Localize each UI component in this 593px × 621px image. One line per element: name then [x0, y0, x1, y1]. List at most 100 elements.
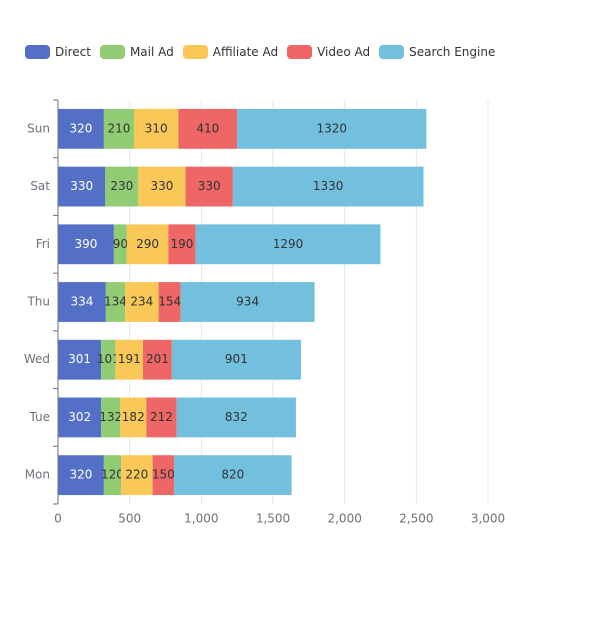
bar-direct-sat[interactable]	[58, 166, 106, 207]
bar-search-engine-mon[interactable]	[174, 455, 292, 496]
legend-swatch	[182, 45, 208, 59]
legend-item-affiliate-ad[interactable]: Affiliate Ad	[182, 45, 279, 59]
bar-value-label: 230	[110, 179, 133, 193]
bar-affiliate-ad-sun[interactable]	[133, 108, 179, 149]
bar-direct-sun[interactable]	[58, 108, 104, 149]
bar-value-label: 1290	[273, 237, 304, 251]
y-tick-label: Sat	[30, 179, 50, 193]
x-tick-label: 3,000	[471, 512, 505, 526]
bar-value-label: 302	[68, 410, 91, 424]
bar-value-label: 320	[69, 121, 92, 135]
bar-value-label: 330	[70, 179, 93, 193]
bar-direct-thu[interactable]	[58, 282, 106, 322]
legend-swatch	[99, 45, 125, 59]
bar-video-ad-mon[interactable]	[152, 455, 175, 496]
y-tick-label: Thu	[26, 295, 50, 309]
bar-value-label: 1320	[316, 121, 347, 135]
bar-search-engine-tue[interactable]	[176, 397, 296, 438]
bar-mail-ad-mon[interactable]	[103, 455, 122, 496]
y-tick-label: Sun	[27, 121, 50, 135]
bar-mail-ad-sun[interactable]	[103, 108, 134, 149]
x-tick-label: 500	[118, 512, 141, 526]
legend-swatch	[25, 45, 50, 59]
bar-direct-wed[interactable]	[58, 339, 102, 380]
bar-search-engine-wed[interactable]	[171, 339, 301, 380]
y-tick-label: Wed	[24, 352, 50, 366]
bar-value-label: 320	[69, 468, 92, 482]
bar-value-label: 132	[99, 410, 122, 424]
bar-value-label: 182	[122, 410, 145, 424]
bar-affiliate-ad-thu[interactable]	[125, 282, 159, 322]
bar-value-label: 330	[198, 179, 221, 193]
bar-value-label: 134	[104, 295, 127, 309]
y-tick-label: Fri	[36, 237, 50, 251]
bar-mail-ad-wed[interactable]	[101, 339, 116, 380]
bar-value-label: 101	[97, 352, 120, 366]
bar-direct-tue[interactable]	[58, 397, 102, 438]
bar-value-label: 234	[130, 295, 153, 309]
legend-label: Search Engine	[409, 45, 496, 59]
x-tick-label: 2,000	[327, 512, 361, 526]
chart-legend: Direct Mail Ad Affiliate Ad Video Ad Search …	[25, 43, 495, 61]
y-tick-label: Tue	[29, 410, 51, 424]
bar-value-label: 212	[150, 410, 173, 424]
bar-video-ad-thu[interactable]	[158, 282, 181, 322]
legend-item-mail-ad[interactable]: Mail Ad	[99, 45, 174, 59]
bar-direct-fri[interactable]	[58, 224, 114, 265]
bar-value-label: 310	[145, 121, 168, 135]
bar-value-label: 934	[236, 295, 259, 309]
bar-affiliate-ad-sat[interactable]	[138, 166, 186, 207]
bar-mail-ad-thu[interactable]	[105, 282, 126, 322]
bar-video-ad-sun[interactable]	[178, 108, 238, 149]
bar-value-label: 201	[146, 352, 169, 366]
bar-value-label: 390	[74, 237, 97, 251]
bar-value-label: 301	[68, 352, 91, 366]
bar-value-label: 90	[113, 237, 128, 251]
legend-label: Direct	[55, 45, 91, 59]
bar-direct-mon[interactable]	[58, 455, 104, 496]
bar-value-label: 190	[171, 237, 194, 251]
x-tick-label: 1,500	[256, 512, 290, 526]
legend-item-direct[interactable]: Direct	[25, 45, 91, 59]
x-tick-label: 2,500	[399, 512, 433, 526]
bar-search-engine-sun[interactable]	[237, 108, 427, 149]
legend-label: Affiliate Ad	[212, 45, 279, 59]
bar-mail-ad-fri[interactable]	[113, 224, 127, 265]
bar-affiliate-ad-tue[interactable]	[120, 397, 147, 438]
bar-search-engine-sat[interactable]	[232, 166, 424, 207]
bar-value-label: 220	[125, 468, 148, 482]
bar-search-engine-fri[interactable]	[195, 224, 381, 265]
legend-label: Video Ad	[317, 45, 371, 59]
bar-search-engine-thu[interactable]	[180, 282, 315, 322]
bar-value-label: 330	[150, 179, 173, 193]
bar-value-label: 150	[152, 468, 175, 482]
bar-mail-ad-sat[interactable]	[105, 166, 139, 207]
bar-value-label: 410	[196, 121, 219, 135]
bar-value-label: 210	[107, 121, 130, 135]
bar-affiliate-ad-fri[interactable]	[126, 224, 169, 265]
bar-video-ad-fri[interactable]	[168, 224, 196, 265]
bar-video-ad-wed[interactable]	[142, 339, 172, 380]
bar-value-label: 820	[221, 468, 244, 482]
bar-value-label: 290	[136, 237, 159, 251]
y-tick-label: Mon	[25, 468, 50, 482]
bar-video-ad-tue[interactable]	[146, 397, 177, 438]
x-tick-label: 1,000	[184, 512, 218, 526]
bar-value-label: 154	[158, 295, 181, 309]
legend-item-video-ad[interactable]: Video Ad	[287, 45, 370, 59]
bar-affiliate-ad-mon[interactable]	[121, 455, 153, 496]
bar-value-label: 334	[70, 295, 93, 309]
bar-value-label: 901	[225, 352, 248, 366]
legend-item-search-engine[interactable]: Search Engine	[379, 45, 495, 59]
bar-value-label: 832	[225, 410, 248, 424]
bar-value-label: 1330	[313, 179, 344, 193]
x-tick-label: 0	[54, 512, 62, 526]
bar-affiliate-ad-wed[interactable]	[115, 339, 143, 380]
bar-value-label: 120	[101, 468, 124, 482]
legend-swatch	[379, 45, 405, 59]
bar-video-ad-sat[interactable]	[185, 166, 233, 207]
bar-value-label: 191	[118, 352, 141, 366]
bar-mail-ad-tue[interactable]	[101, 397, 121, 438]
